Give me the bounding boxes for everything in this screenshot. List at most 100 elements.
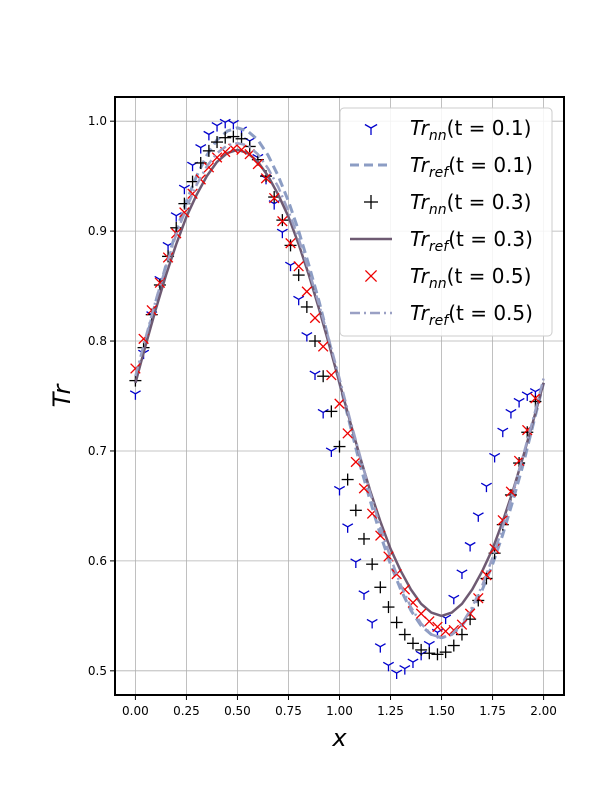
data-point [497,427,509,438]
data-point [342,428,353,439]
data-point [357,532,370,545]
data-point [285,237,296,249]
data-point [349,504,362,517]
legend-label: Trref(t = 0.1) [410,153,533,181]
data-point [284,239,297,252]
x-tick-label: 0.50 [224,704,251,718]
data-point [268,200,280,210]
series-6 [134,141,545,640]
data-point [293,261,304,272]
data-point [276,214,289,227]
x-tick-label: 0.25 [173,704,200,718]
data-point [464,541,476,552]
y-tick-label: 1.0 [88,114,107,128]
data-point [341,473,354,486]
data-point [456,569,468,579]
legend-box [339,107,553,337]
data-point [293,295,305,306]
data-point [203,130,215,141]
data-point [309,370,321,381]
data-point [276,228,288,239]
data-point [350,456,362,468]
data-point [309,312,321,324]
x-tick-label: 1.25 [377,704,404,718]
legend-label-base: Tr [410,153,431,177]
data-point [350,558,362,568]
x-tick-label: 0.00 [122,704,149,718]
legend-label-base: Tr [410,264,431,288]
data-point [187,188,198,199]
data-point [179,207,190,218]
y-tick-label: 0.6 [88,554,107,568]
data-point [431,648,444,661]
data-point [432,621,443,633]
data-point [530,392,541,404]
data-point [366,558,379,571]
data-point [301,331,313,342]
data-point [481,569,492,581]
series-line [134,141,545,640]
legend-label-subscript: ref [429,239,450,255]
data-point [195,144,207,154]
series-layer [129,118,546,680]
data-point [186,175,199,188]
x-axis-label: x [331,724,347,752]
data-point [374,643,386,653]
data-point [497,514,509,526]
data-point [521,391,533,401]
data-point [391,568,402,580]
data-point [178,184,190,195]
data-point [277,215,288,227]
data-point [358,483,370,494]
legend-label-args: (t = 0.5) [447,264,532,288]
data-point [236,144,247,156]
legend-item: Trref(t = 0.3) [350,227,533,255]
legend-label-args: (t = 0.5) [448,301,533,325]
legend-label: Trnn(t = 0.3) [410,190,531,218]
data-point [374,581,387,594]
data-point [333,440,346,453]
data-point [300,300,313,313]
data-point [260,173,272,184]
data-point [424,616,435,627]
data-point [202,144,215,157]
data-point [398,628,411,641]
data-point [130,363,141,374]
data-point [342,523,354,533]
data-point [146,304,157,316]
data-point [334,398,345,409]
legend-item: Trref(t = 0.1) [350,153,533,181]
data-point [235,132,248,145]
data-point [317,341,329,352]
y-tick-label: 0.8 [88,334,107,348]
data-point [301,286,313,297]
legend-label-base: Tr [410,227,431,251]
legend-label-base: Tr [410,190,431,214]
data-point [399,665,411,675]
legend-label-subscript: nn [429,128,447,144]
legend-label: Trnn(t = 0.5) [410,264,531,292]
x-tick-label: 2.00 [530,704,557,718]
data-point [326,369,337,381]
legend: Trnn(t = 0.1)Trref(t = 0.1)Trnn(t = 0.3)… [339,107,553,337]
y-tick-label: 0.9 [88,224,107,238]
legend-label-args: (t = 0.3) [447,190,532,214]
legend-item: Trnn(t = 0.1) [364,116,531,144]
legend-label-base: Tr [410,116,431,140]
y-axis-label: Tr [48,383,76,408]
data-point [366,618,378,629]
legend-swatch [364,123,378,135]
data-point [317,370,330,383]
data-point [227,119,239,130]
x-tick-label: 1.50 [428,704,455,718]
legend-item: Trnn(t = 0.3) [364,190,531,218]
legend-label-subscript: nn [429,276,447,292]
data-point [227,130,240,143]
data-point [505,408,517,419]
data-point [292,269,305,282]
data-point [513,397,525,408]
data-point [390,616,403,629]
data-point [472,512,484,522]
legend-swatch [364,195,378,209]
data-point [219,118,231,129]
